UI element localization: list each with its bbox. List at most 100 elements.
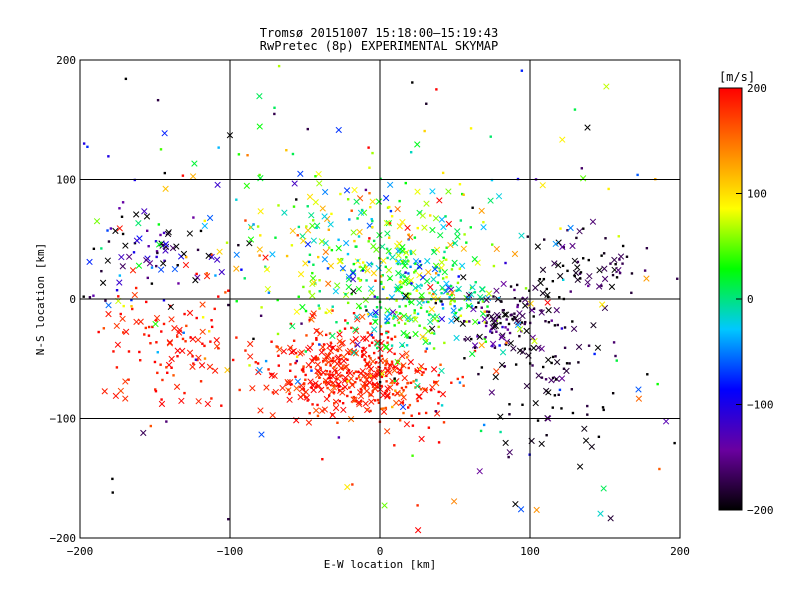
data-point-cross: [366, 379, 373, 386]
data-point-dot: [330, 212, 333, 216]
y-tick-label: 0: [69, 293, 76, 306]
data-point-dot: [311, 403, 314, 406]
data-point-dot: [277, 204, 280, 207]
data-point-dot: [235, 336, 238, 339]
data-point-dot: [418, 260, 422, 263]
data-point-dot: [397, 321, 401, 324]
data-point-dot: [566, 269, 569, 273]
data-point-cross: [387, 181, 394, 189]
data-point-cross: [384, 314, 391, 321]
data-point-cross: [412, 316, 419, 323]
data-point-cross: [205, 252, 212, 259]
data-point-cross: [162, 185, 169, 192]
data-point-cross: [492, 317, 499, 324]
data-point-dot: [321, 457, 324, 461]
data-point-dot: [490, 178, 494, 182]
data-point-cross: [469, 350, 476, 358]
data-point-cross: [341, 383, 349, 391]
grid-lines: [80, 60, 680, 538]
data-point-cross: [519, 312, 526, 320]
data-point-dot: [368, 344, 371, 347]
data-point-dot: [504, 343, 508, 346]
data-point-dot: [484, 324, 488, 328]
data-point-dot: [469, 226, 472, 229]
data-point-cross: [352, 335, 359, 343]
data-point-cross: [350, 349, 358, 356]
data-point-cross: [501, 311, 508, 318]
data-point-cross: [332, 404, 340, 412]
data-point-cross: [199, 328, 206, 335]
data-point-dot: [479, 429, 483, 433]
data-point-cross: [178, 397, 185, 405]
data-point-dot: [443, 250, 446, 254]
data-point-dot: [463, 233, 466, 236]
data-point-dot: [276, 332, 280, 336]
data-point-cross: [432, 215, 440, 222]
data-point-dot: [183, 312, 186, 316]
data-point-dot: [354, 399, 358, 403]
data-point-dot: [587, 344, 591, 347]
data-point-cross: [545, 356, 552, 364]
y-tick-label: −100: [50, 413, 77, 426]
data-point-cross: [191, 160, 198, 167]
data-point-dot: [553, 324, 557, 327]
data-point-dot: [201, 342, 204, 345]
data-point-dot: [419, 306, 423, 310]
data-point-dot: [469, 286, 473, 289]
data-point-dot: [617, 235, 620, 238]
data-point-dot: [547, 320, 551, 324]
data-point-cross: [119, 263, 126, 270]
data-point-cross: [569, 242, 576, 250]
data-point-cross: [374, 340, 381, 347]
data-point-cross: [286, 396, 293, 403]
data-point-dot: [348, 218, 351, 221]
data-point-cross: [122, 242, 129, 249]
data-point-dot: [308, 318, 311, 322]
data-point-cross: [315, 382, 323, 389]
data-point-dot: [551, 355, 555, 359]
data-point-dot: [407, 233, 411, 236]
data-point-dot: [450, 268, 454, 271]
data-point-dot: [395, 311, 398, 314]
data-point-cross: [381, 357, 388, 365]
data-point-dot: [422, 387, 426, 391]
data-point-cross: [300, 237, 307, 245]
data-point-dot: [328, 394, 331, 397]
data-point-dot: [544, 320, 547, 323]
data-point-dot: [621, 244, 625, 248]
data-point-cross: [363, 381, 370, 388]
data-point-dot: [436, 319, 440, 323]
data-point-dot: [192, 362, 195, 365]
data-point-cross: [213, 337, 220, 344]
data-point-dot: [100, 269, 103, 273]
data-point-cross: [284, 378, 291, 386]
data-point-cross: [360, 372, 368, 379]
data-point-dot: [452, 242, 456, 245]
data-point-dot: [324, 333, 328, 337]
data-point-cross: [356, 228, 363, 236]
colorbar-tick-label: −200: [747, 504, 774, 517]
data-point-cross: [256, 93, 263, 100]
data-point-dot: [393, 352, 396, 356]
data-point-dot: [385, 374, 388, 378]
data-point-dot: [138, 350, 141, 354]
data-point-cross: [439, 391, 447, 398]
data-point-dot: [424, 337, 427, 340]
data-point-cross: [428, 306, 435, 313]
data-point-dot: [369, 322, 372, 325]
data-point-dot: [524, 320, 527, 324]
data-point-dot: [449, 285, 453, 288]
data-point-dot: [364, 305, 367, 308]
data-point-dot: [290, 383, 293, 386]
data-point-cross: [287, 344, 294, 351]
data-point-dot: [404, 385, 408, 389]
data-point-dot: [159, 363, 162, 366]
data-point-dot: [436, 281, 440, 284]
data-point-cross: [517, 506, 525, 513]
data-point-cross: [514, 321, 522, 329]
data-point-dot: [252, 337, 255, 341]
data-point-cross: [344, 483, 351, 491]
data-point-dot: [115, 366, 119, 369]
data-point-cross: [336, 331, 343, 338]
data-point-dot: [576, 260, 580, 264]
